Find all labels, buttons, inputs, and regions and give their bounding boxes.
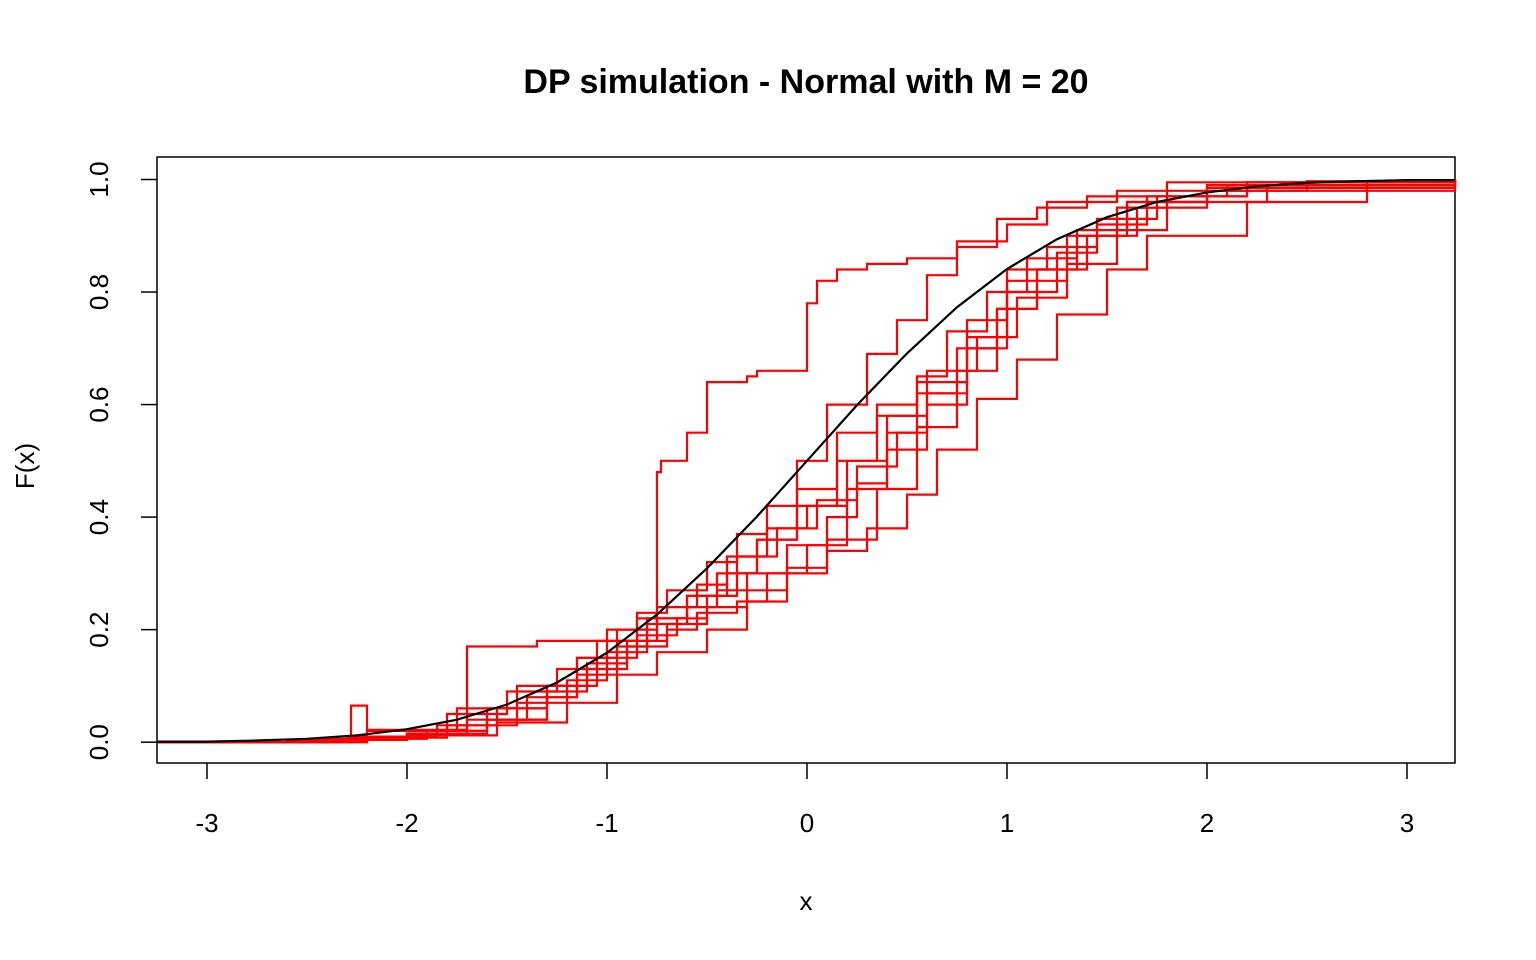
y-axis-label: F(x)	[10, 443, 40, 489]
x-tick-label: 0	[800, 808, 814, 838]
y-tick-label: 0.8	[84, 274, 114, 310]
sample-cdf-series	[157, 179, 1457, 744]
y-axis: 0.0 0.2 0.4 0.6 0.8 1.0	[84, 161, 157, 760]
x-axis-label: x	[800, 886, 813, 916]
y-tick-label: 1.0	[84, 161, 114, 197]
sample-cdf-6	[157, 179, 1457, 744]
x-tick-label: -3	[195, 808, 218, 838]
x-axis: -3 -2 -1 0 1 2 3	[195, 763, 1414, 838]
y-tick-label: 0.6	[84, 386, 114, 422]
sample-cdf-10	[157, 179, 1457, 744]
y-tick-label: 0.2	[84, 612, 114, 648]
plot-frame	[156, 156, 1456, 764]
plot-area	[157, 179, 1457, 744]
sample-cdf-8	[157, 179, 1457, 744]
x-tick-label: 1	[1000, 808, 1014, 838]
true-cdf	[157, 179, 1455, 743]
x-tick-label: 3	[1400, 808, 1414, 838]
y-tick-label: 0.4	[84, 499, 114, 535]
y-tick-label: 0.0	[84, 724, 114, 760]
sample-cdf-9	[157, 179, 1457, 744]
chart-title: DP simulation - Normal with M = 20	[523, 63, 1088, 101]
x-tick-label: 2	[1200, 808, 1214, 838]
true-cdf-line	[157, 179, 1455, 743]
x-tick-label: -2	[395, 808, 418, 838]
x-tick-label: -1	[595, 808, 618, 838]
sample-cdf-1	[157, 179, 1457, 744]
